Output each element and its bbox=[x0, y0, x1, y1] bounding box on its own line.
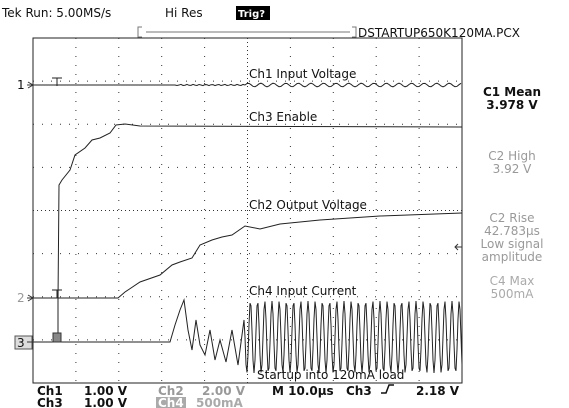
ch-marker: 3 bbox=[17, 336, 25, 350]
ch1-trace bbox=[33, 82, 462, 88]
acq-mode: Hi Res bbox=[165, 6, 203, 20]
ch4-trace bbox=[33, 298, 463, 374]
trace-label: Ch2 Output Voltage bbox=[249, 198, 367, 212]
ch2-trace bbox=[33, 212, 463, 299]
measurement: 500mA bbox=[491, 287, 535, 301]
measurement: 42.783µs bbox=[484, 224, 540, 238]
trig-status: Trig? bbox=[238, 9, 265, 20]
ground-ticks bbox=[52, 77, 62, 298]
measurement: C1 Mean bbox=[483, 85, 541, 99]
measurement: Low signal bbox=[481, 237, 544, 251]
trace-label: Ch3 Enable bbox=[249, 110, 317, 124]
marker-arrows bbox=[27, 81, 34, 343]
footer-time: M 10.0µs bbox=[272, 384, 334, 398]
measurement: C4 Max bbox=[490, 274, 535, 288]
measurement: C2 Rise bbox=[489, 211, 534, 225]
waveforms bbox=[33, 77, 463, 374]
trace-label: Ch4 Input Current bbox=[249, 284, 357, 298]
annotation: Startup into 120mA load bbox=[257, 368, 404, 382]
footer-scale: 1.00 V bbox=[84, 396, 128, 408]
graticule bbox=[32, 37, 463, 384]
footer-ch: Ch1 bbox=[37, 384, 63, 398]
trigger-level-arrow bbox=[454, 243, 462, 251]
measurement: amplitude bbox=[482, 250, 543, 264]
footer-scale: 1.00 V bbox=[84, 384, 128, 398]
trace-label: Ch1 Input Voltage bbox=[249, 67, 356, 81]
footer-trig-ch: Ch3 bbox=[346, 384, 372, 398]
ch-marker: 1 bbox=[17, 78, 25, 92]
record-bracket bbox=[137, 26, 357, 38]
footer-ch: Ch2 bbox=[158, 384, 184, 398]
measurement: 3.978 V bbox=[486, 98, 538, 112]
measurement: 3.92 V bbox=[493, 162, 533, 176]
ch3-trace bbox=[33, 123, 463, 343]
footer-scale: 500mA bbox=[196, 396, 244, 408]
footer-ch: Ch4 bbox=[158, 396, 184, 408]
footer-ch: Ch3 bbox=[37, 396, 63, 408]
run-status: Tek Run: 5.00MS/s bbox=[1, 6, 111, 20]
ch3-ground bbox=[52, 332, 62, 343]
rising-edge-icon bbox=[381, 384, 394, 394]
ch-marker: 2 bbox=[17, 291, 25, 305]
footer-trig-level: 2.18 V bbox=[416, 384, 460, 398]
trig-box bbox=[236, 6, 270, 20]
measurement: C2 High bbox=[488, 149, 535, 163]
filename: DSTARTUP650K120MA.PCX bbox=[358, 26, 520, 40]
footer-scale: 2.00 V bbox=[202, 384, 246, 398]
ch4-box bbox=[156, 397, 186, 408]
